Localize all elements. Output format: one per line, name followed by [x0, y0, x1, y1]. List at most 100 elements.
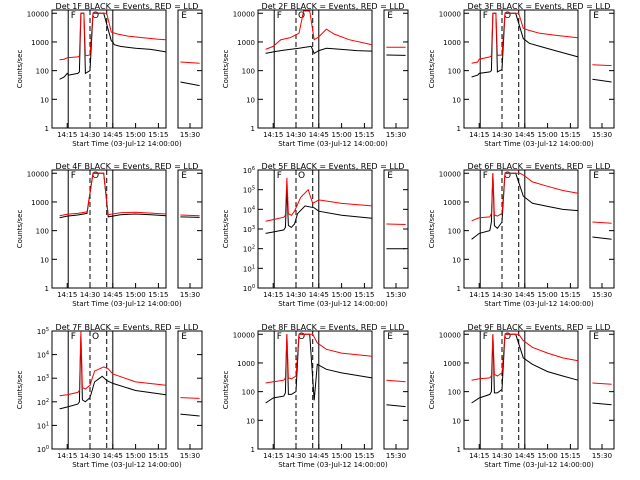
series-line-events: [265, 333, 373, 404]
series-line-lld: [265, 177, 373, 222]
x-tick-label: 15:30: [180, 291, 200, 299]
marker-letter: O: [298, 171, 305, 181]
marker-letter: E: [387, 171, 393, 181]
plot-frame-right: [589, 169, 615, 289]
series-line-lld-late: [386, 223, 406, 225]
y-tick-label: 10000: [233, 10, 255, 18]
y-tick-label: 100: [37, 445, 49, 454]
plot-frame-right: [383, 330, 409, 450]
series-line-lld-late: [592, 382, 612, 385]
marker-letter: E: [387, 11, 393, 21]
series-line-lld: [59, 172, 167, 217]
x-tick-label: 15:00: [332, 131, 352, 139]
chart-panel-d6: Det 6F BLACK = Events, RED = LLD 1 10 100 10…: [428, 162, 615, 308]
y-tick-label: 10: [246, 96, 255, 104]
x-tick-label: 15:00: [332, 291, 352, 299]
x-tick-label: 15:15: [354, 131, 374, 139]
chart-title: Det 9F BLACK = Events, RED = LLD: [468, 323, 611, 332]
y-tick-label: 10: [40, 96, 49, 104]
x-tick-label: 14:30: [80, 131, 100, 139]
series-line-events: [471, 12, 579, 78]
plot-frame-main: [257, 9, 373, 129]
x-tick-label: 15:15: [354, 291, 374, 299]
chart-panel-d4: Det 4F BLACK = Events, RED = LLD 1 10 100 10…: [16, 162, 203, 308]
x-axis-label: Start Time (03-Jul-12 14:00:00): [484, 300, 594, 308]
x-tick-label: 14:45: [309, 131, 329, 139]
y-tick-label: 1000: [443, 360, 461, 368]
series-line-lld-late: [180, 214, 200, 217]
y-tick-label: 1: [251, 446, 255, 454]
x-tick-label: 15:15: [560, 291, 580, 299]
y-tick-label: 1000: [237, 360, 255, 368]
y-axis-label: Counts/sec: [428, 371, 436, 410]
series-line-lld: [265, 333, 373, 384]
x-tick-label: 14:15: [57, 291, 77, 299]
x-tick-label: 15:00: [126, 291, 146, 299]
y-tick-label: 100: [243, 284, 255, 293]
x-tick-label: 15:15: [354, 452, 374, 460]
y-axis-label: Counts/sec: [16, 50, 24, 89]
chart-panel-d9: Det 9F BLACK = Events, RED = LLD 1 10 100 10…: [428, 323, 615, 469]
marker-letter: O: [504, 332, 511, 342]
x-tick-label: 15:15: [148, 452, 168, 460]
marker-letter: F: [277, 11, 282, 21]
plot-frame-right: [177, 9, 203, 129]
series-line-events-late: [180, 81, 200, 87]
marker-letter: O: [504, 171, 511, 181]
marker-letter: F: [277, 332, 282, 342]
y-tick-label: 10: [452, 96, 461, 104]
y-tick-label: 1000: [31, 199, 49, 207]
y-axis-label: Counts/sec: [16, 210, 24, 249]
x-axis-label: Start Time (03-Jul-12 14:00:00): [72, 140, 182, 148]
series-line-lld-late: [180, 397, 200, 399]
marker-letter: F: [71, 171, 76, 181]
y-tick-label: 106: [243, 166, 255, 175]
marker-letter: E: [181, 171, 187, 181]
series-line-events-late: [592, 78, 612, 83]
plot-frame-main: [51, 9, 167, 129]
x-axis-label: Start Time (03-Jul-12 14:00:00): [484, 140, 594, 148]
marker-letter: E: [593, 171, 599, 181]
series-line-lld: [59, 12, 167, 61]
marker-letter: F: [71, 332, 76, 342]
marker-letter: E: [181, 332, 187, 342]
series-line-events-late: [592, 236, 612, 240]
plot-frame-main: [463, 169, 579, 289]
y-tick-label: 10: [246, 417, 255, 425]
y-axis-label: Counts/sec: [428, 50, 436, 89]
chart-title: Det 1F BLACK = Events, RED = LLD: [56, 2, 199, 11]
y-tick-label: 103: [37, 374, 49, 383]
marker-letter: O: [298, 11, 305, 21]
chart-panel-d2: Det 2F BLACK = Events, RED = LLD 1 10 100 10…: [222, 2, 409, 148]
marker-letter: O: [92, 171, 99, 181]
series-line-lld-late: [592, 221, 612, 224]
y-tick-label: 102: [243, 245, 255, 254]
x-tick-label: 14:15: [263, 291, 283, 299]
y-axis-label: Counts/sec: [428, 210, 436, 249]
y-tick-label: 102: [37, 398, 49, 407]
y-axis-label: Counts/sec: [222, 371, 230, 410]
series-line-lld-late: [386, 379, 406, 383]
plot-frame-main: [257, 169, 373, 289]
chart-panel-d8: Det 8F BLACK = Events, RED = LLD 1 10 100 10…: [222, 323, 409, 469]
series-line-lld: [471, 172, 579, 222]
y-tick-label: 104: [37, 351, 49, 360]
series-line-lld: [471, 12, 579, 64]
x-tick-label: 14:15: [57, 131, 77, 139]
y-axis-label: Counts/sec: [222, 50, 230, 89]
x-tick-label: 14:30: [492, 291, 512, 299]
marker-letter: O: [504, 11, 511, 21]
y-tick-label: 10000: [27, 170, 49, 178]
x-axis-label: Start Time (03-Jul-12 14:00:00): [72, 300, 182, 308]
series-line-events-late: [386, 404, 406, 408]
marker-letter: F: [277, 171, 282, 181]
y-tick-label: 1000: [237, 39, 255, 47]
plot-frame-right: [383, 9, 409, 129]
x-tick-label: 14:45: [103, 131, 123, 139]
y-tick-label: 103: [243, 225, 255, 234]
y-tick-label: 100: [36, 228, 49, 236]
plot-frame-main: [463, 330, 579, 450]
plot-frame-right: [589, 330, 615, 450]
chart-panel-d7: Det 7F BLACK = Events, RED = LLD 100 101 10…: [16, 323, 203, 469]
